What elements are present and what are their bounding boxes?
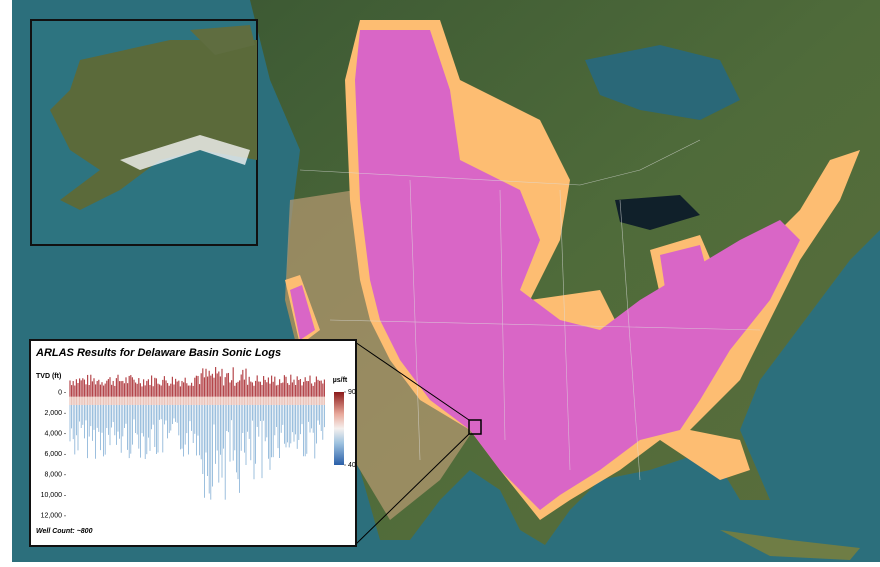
- colorbar: [334, 392, 344, 465]
- y-tick-label: 12,000: [41, 513, 63, 520]
- chart-frame: [29, 339, 357, 547]
- y-tick-label: 6,000: [44, 451, 62, 458]
- alaska: [50, 40, 257, 210]
- chart-inset: ARLAS Results for Delaware Basin Sonic L…: [29, 339, 357, 547]
- log-traces: [69, 367, 325, 500]
- y-tick-label: 10,000: [41, 492, 63, 499]
- note: Well Count: ~800: [36, 528, 93, 535]
- land: [190, 25, 255, 55]
- lake: [615, 195, 700, 230]
- y-tick-label: 8,000: [44, 472, 62, 479]
- y-tick-label: 0: [58, 390, 62, 397]
- y-label: TVD (ft): [36, 373, 61, 380]
- locator-line: [354, 433, 470, 546]
- alaska-inset: [30, 19, 258, 246]
- lake: [585, 45, 740, 120]
- basin: [290, 30, 800, 510]
- chart-title: ARLAS Results for Delaware Basin Sonic L…: [35, 347, 281, 359]
- y-tick-label: 4,000: [44, 431, 62, 438]
- locator-line: [354, 341, 470, 421]
- colorbar-tick-label: 90: [348, 389, 356, 396]
- y-tick-label: 2,000: [44, 410, 62, 417]
- colorbar-tick-label: 40: [348, 462, 356, 469]
- borders: [299, 139, 761, 481]
- snow: [120, 135, 250, 170]
- locator-box: [468, 419, 482, 435]
- colorbar-label: µs/ft: [333, 377, 348, 384]
- island: [720, 530, 860, 560]
